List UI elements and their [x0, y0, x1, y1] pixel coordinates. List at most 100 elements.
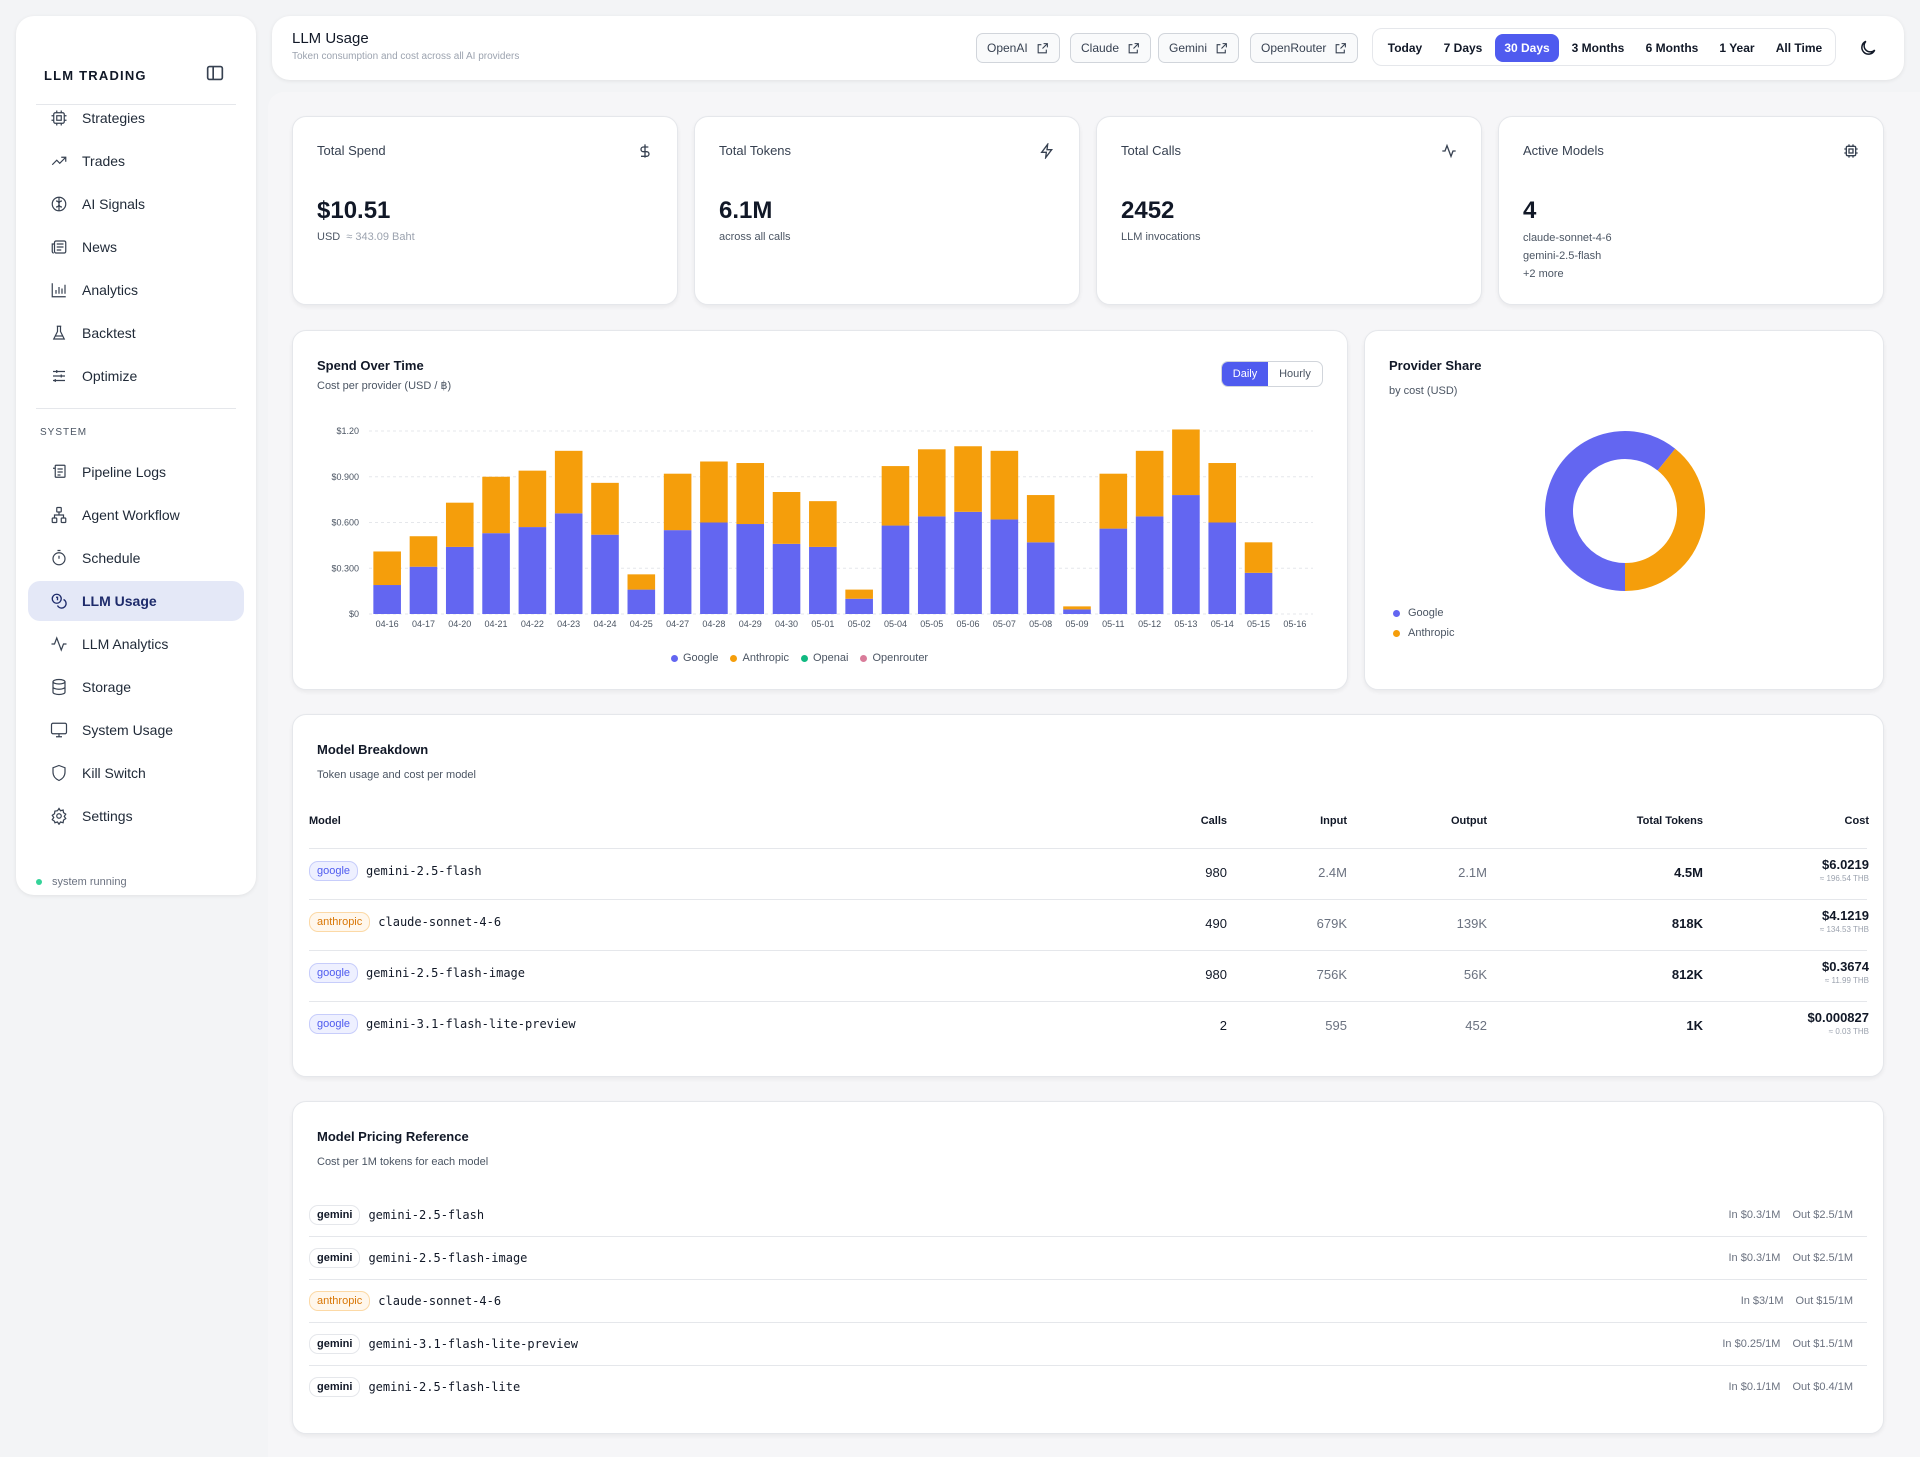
sidebar-item-storage[interactable]: Storage [28, 667, 244, 707]
legend-anthropic[interactable]: Anthropic [1393, 623, 1454, 643]
provider-badge: gemini [309, 1376, 361, 1397]
output-rate: Out $2.5/1M [1792, 1208, 1853, 1221]
x-tick-label: 04-30 [775, 619, 798, 629]
card-subtitle: Cost per provider (USD / ฿) [317, 380, 452, 392]
output-value: 56K [1463, 967, 1487, 982]
legend-label: Google [683, 652, 719, 664]
bar-anthropic [1026, 495, 1055, 543]
cost-usd: $6.0219 [1822, 857, 1869, 872]
table-row[interactable]: google gemini-2.5-flash-image [309, 963, 525, 983]
sidebar-item-strategies[interactable]: Strategies [28, 98, 244, 138]
slice-anthropic[interactable] [1624, 448, 1705, 591]
legend-openai[interactable]: Openai [800, 652, 849, 664]
sidebar-item-label: Kill Switch [82, 765, 146, 781]
rates: In $0.3/1M Out $2.5/1M [1716, 1252, 1853, 1264]
sidebar-item-schedule[interactable]: Schedule [28, 538, 244, 578]
sidebar-item-agent-workflow[interactable]: Agent Workflow [28, 495, 244, 535]
bar-anthropic [700, 461, 728, 523]
cost-usd: $4.1219 [1822, 908, 1869, 923]
sidebar-item-llm-usage[interactable]: LLM Usage [28, 581, 244, 621]
brand-title: LLM TRADING [44, 68, 147, 83]
column-header-calls[interactable]: Calls [1200, 815, 1227, 827]
range-1-year[interactable]: 1 Year [1719, 41, 1755, 55]
slice-google[interactable] [1545, 431, 1676, 591]
x-tick-label: 04-23 [557, 619, 580, 629]
spend-bar-chart: $0 $0.300 $0.600 $0.900 $1.20 04-16 04-17 04-20… [331, 426, 1313, 629]
sidebar-item-system-usage[interactable]: System Usage [28, 710, 244, 750]
brain-icon [51, 196, 67, 212]
sidebar-item-pipeline-logs[interactable]: Pipeline Logs [28, 452, 244, 492]
bar-anthropic [1172, 429, 1200, 496]
x-tick-label: 04-25 [630, 619, 653, 629]
cpu-icon [51, 110, 67, 126]
range-30-days[interactable]: 30 Days [1495, 34, 1559, 62]
sidebar-item-analytics[interactable]: Analytics [28, 270, 244, 310]
claude-link-button[interactable]: Claude [1070, 33, 1152, 63]
column-header-cost[interactable]: Cost [1844, 815, 1869, 827]
bar-anthropic [445, 502, 474, 547]
range-3-months[interactable]: 3 Months [1571, 41, 1625, 55]
sidebar-item-optimize[interactable]: Optimize [28, 356, 244, 396]
time-range-selector: Today 7 Days 30 Days 3 Months 6 Months 1… [1372, 28, 1836, 66]
card-title: Model Breakdown [317, 742, 429, 757]
sidebar-item-ai-signals[interactable]: AI Signals [28, 184, 244, 224]
range-7-days[interactable]: 7 Days [1443, 41, 1483, 55]
model-breakdown-card: Model Breakdown Token usage and cost per… [292, 714, 1884, 1077]
legend-google[interactable]: Google [1393, 603, 1454, 623]
x-tick-label: 05-07 [993, 619, 1016, 629]
table-row[interactable]: google gemini-3.1-flash-lite-preview [309, 1014, 576, 1034]
gemini-link-button[interactable]: Gemini [1158, 33, 1240, 63]
range-all-time[interactable]: All Time [1775, 41, 1823, 55]
legend-label: Openai [812, 652, 849, 664]
range-today[interactable]: Today [1387, 41, 1423, 55]
cpu-icon [1844, 144, 1858, 158]
zap-icon [1040, 143, 1053, 159]
bar-anthropic [1244, 542, 1273, 573]
daily-toggle-button[interactable]: Daily [1222, 362, 1268, 386]
sidebar-item-label: LLM Analytics [82, 636, 169, 652]
sidebar-item-settings[interactable]: Settings [28, 796, 244, 836]
legend-label: Anthropic [1408, 627, 1455, 639]
provider-donut-chart [1545, 431, 1705, 591]
bar-anthropic [627, 574, 656, 590]
bar-google [1135, 516, 1164, 614]
sidebar-item-llm-analytics[interactable]: LLM Analytics [28, 624, 244, 664]
range-6-months[interactable]: 6 Months [1645, 41, 1699, 55]
donut-legend: Google Anthropic [1393, 603, 1454, 643]
pricing-row: gemini gemini-2.5-flash-lite In $0.1/1M O… [309, 1365, 1867, 1408]
sidebar-item-news[interactable]: News [28, 227, 244, 267]
sidebar-item-kill-switch[interactable]: Kill Switch [28, 753, 244, 793]
input-rate: In $0.3/1M [1728, 1208, 1781, 1221]
hourly-toggle-button[interactable]: Hourly [1279, 368, 1311, 380]
bar-anthropic [772, 492, 801, 544]
dollar-icon [640, 144, 650, 158]
table-row[interactable]: google gemini-2.5-flash [309, 861, 482, 881]
database-icon [52, 678, 66, 696]
column-header-model[interactable]: Model [309, 815, 341, 827]
column-header-output[interactable]: Output [1450, 815, 1487, 827]
provider-badge: gemini [309, 1247, 361, 1268]
kpi-subtext: across all calls [719, 231, 791, 243]
legend-openrouter[interactable]: Openrouter [860, 652, 928, 664]
kpi-title: Active Models [1523, 143, 1604, 158]
kpi-subtext: LLM invocations [1121, 231, 1201, 243]
model-list: claude-sonnet-4-6 gemini-2.5-flash +2 mo… [1523, 229, 1612, 283]
kpi-value: 4 [1523, 197, 1537, 224]
legend-google[interactable]: Google [671, 652, 718, 664]
openai-link-button[interactable]: OpenAI [976, 33, 1060, 63]
moon-icon[interactable] [1858, 38, 1878, 58]
sidebar-item-backtest[interactable]: Backtest [28, 313, 244, 353]
x-tick-label: 05-06 [957, 619, 980, 629]
output-rate: Out $0.4/1M [1792, 1380, 1853, 1393]
sidebar-item-trades[interactable]: Trades [28, 141, 244, 181]
legend-label: Google [1408, 607, 1444, 619]
sidebar-toggle-icon[interactable] [204, 62, 226, 84]
column-header-input[interactable]: Input [1320, 815, 1347, 827]
card-subtitle: by cost (USD) [1389, 385, 1458, 397]
table-row[interactable]: anthropic claude-sonnet-4-6 [309, 912, 501, 932]
kpi-value: 2452 [1121, 197, 1175, 224]
legend-anthropic[interactable]: Anthropic [730, 652, 789, 664]
output-rate: Out $1.5/1M [1792, 1337, 1853, 1350]
openrouter-link-button[interactable]: OpenRouter [1250, 33, 1359, 63]
column-header-total-tokens[interactable]: Total Tokens [1636, 815, 1703, 827]
